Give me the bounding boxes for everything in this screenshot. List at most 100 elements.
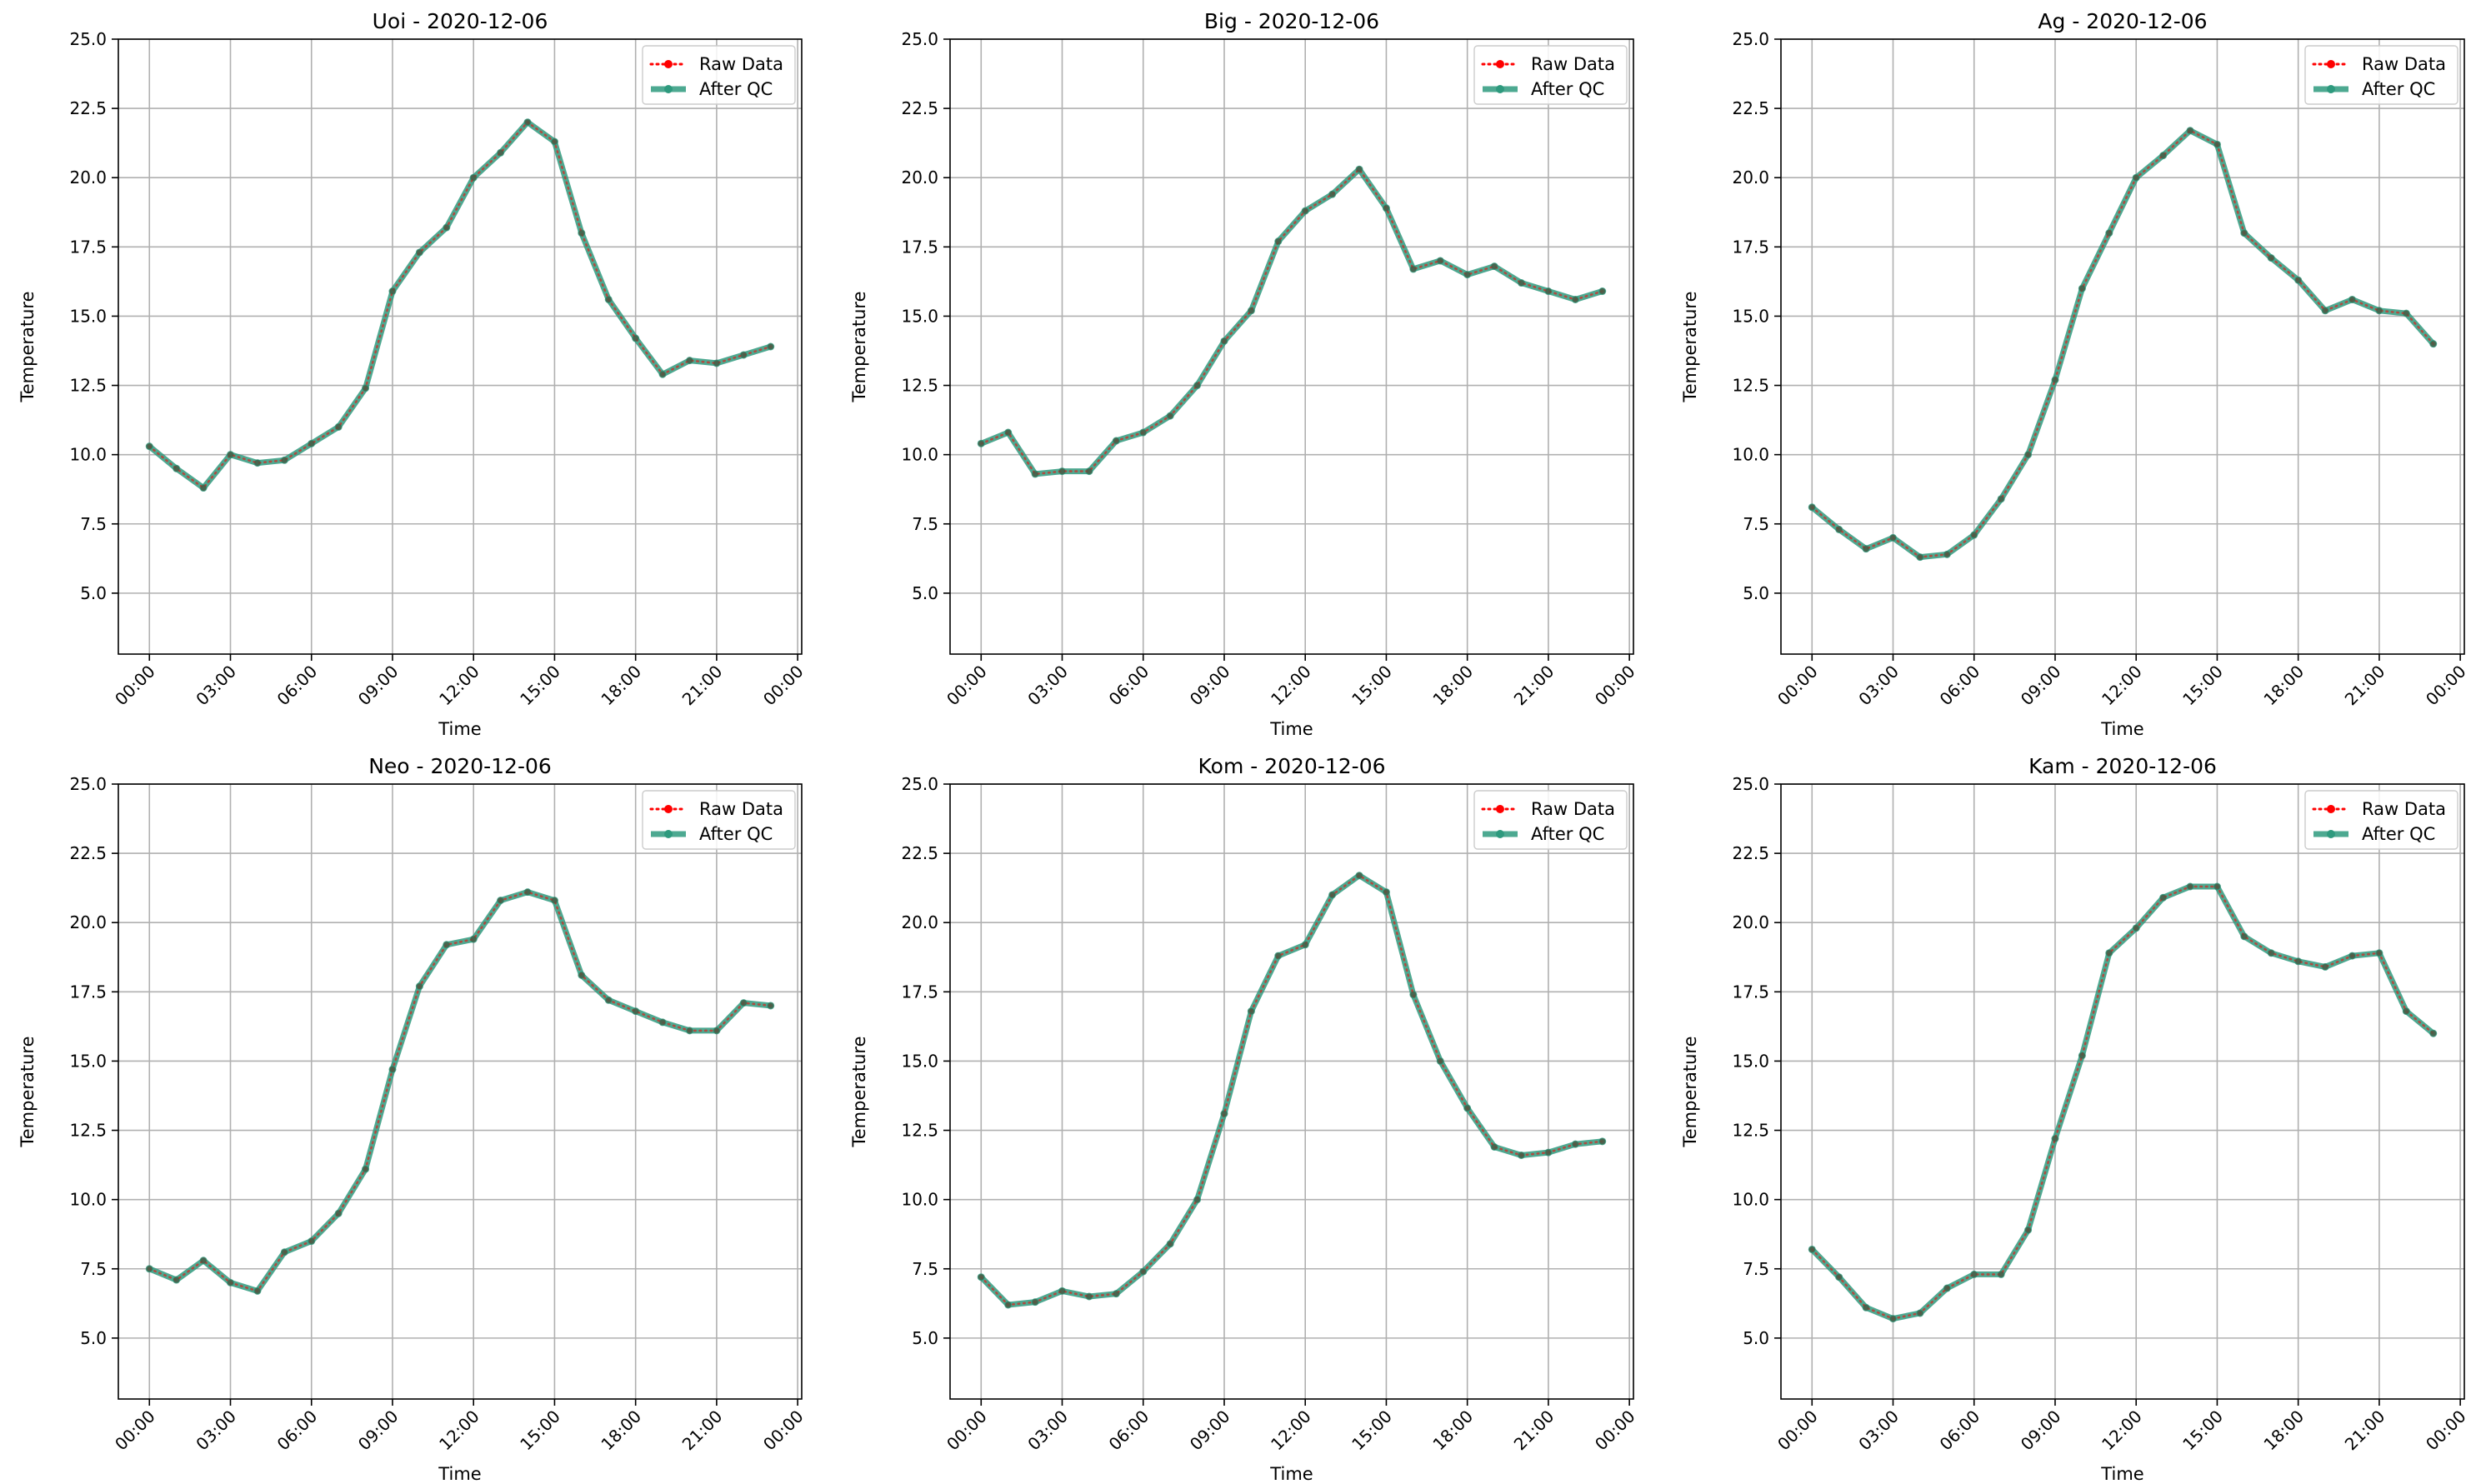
y-tick-label: 7.5 <box>80 514 107 534</box>
data-point-raw-data <box>2024 1227 2032 1233</box>
data-point-raw-data <box>335 1210 342 1217</box>
x-tick-label: 03:00 <box>1854 1407 1903 1455</box>
x-axis-label: Time <box>1269 719 1313 739</box>
y-tick-label: 12.5 <box>1732 1121 1769 1141</box>
legend: Raw Data After QC <box>642 790 796 850</box>
legend-label-after-qc: After QC <box>1531 79 1604 99</box>
legend-marker-raw-data <box>664 60 673 68</box>
data-point-raw-data <box>1167 1241 1173 1247</box>
data-point-raw-data <box>1248 307 1254 314</box>
x-tick-label: 15:00 <box>2178 1407 2227 1455</box>
y-tick-label: 7.5 <box>80 1259 107 1279</box>
data-point-raw-data <box>1005 429 1012 436</box>
gridlines <box>118 38 802 654</box>
chart-title: Kam - 2020-12-06 <box>2028 754 2217 778</box>
y-tick-label: 15.0 <box>901 1051 938 1071</box>
data-point-raw-data <box>2430 341 2437 347</box>
data-point-raw-data <box>146 1266 153 1272</box>
chart-title: Big - 2020-12-06 <box>1204 9 1379 33</box>
data-point-raw-data <box>254 460 261 467</box>
data-point-raw-data <box>768 343 774 350</box>
data-point-raw-data <box>1572 1141 1578 1147</box>
data-point-raw-data <box>605 997 612 1003</box>
data-point-raw-data <box>1113 1291 1119 1297</box>
data-point-raw-data <box>2403 1007 2409 1015</box>
x-tick-label: 12:00 <box>1267 1407 1315 1455</box>
x-tick-label: 15:00 <box>516 1407 564 1455</box>
gridlines <box>950 783 1633 1399</box>
x-tick-label: 18:00 <box>597 1407 645 1455</box>
chart-panel: 5.0 7.5 10.0 12.5 15.0 17.5 20.0 22.5 25.0 00:00 0… <box>849 9 1639 739</box>
series-line-after-qc <box>146 889 774 1294</box>
x-tick-label: 06:00 <box>1105 1407 1153 1455</box>
data-point-raw-data <box>686 357 693 364</box>
y-tick-label: 15.0 <box>69 306 107 326</box>
data-point-raw-data <box>2322 963 2328 971</box>
data-point-raw-data <box>227 452 234 458</box>
x-tick-label: 21:00 <box>2341 662 2389 710</box>
y-tick-label: 12.5 <box>69 376 107 396</box>
y-tick-label: 20.0 <box>901 167 938 187</box>
series-line-raw-data <box>148 891 773 1292</box>
data-point-raw-data <box>1356 872 1363 879</box>
y-tick-label: 22.5 <box>1732 98 1769 118</box>
x-tick-label: 09:00 <box>1186 662 1234 710</box>
y-tick-label: 5.0 <box>912 1328 938 1348</box>
data-point-raw-data <box>2133 174 2139 181</box>
y-axis-label: Temperature <box>18 291 38 402</box>
axes-frame <box>1780 38 2465 655</box>
legend-marker-after-qc <box>2327 830 2335 838</box>
y-tick-label: 5.0 <box>80 1328 107 1348</box>
data-point-raw-data <box>1329 191 1336 197</box>
chart-title: Uoi - 2020-12-06 <box>373 9 548 33</box>
y-tick-label: 10.0 <box>1732 445 1769 465</box>
data-point-raw-data <box>1032 471 1038 477</box>
data-point-raw-data <box>1113 437 1119 444</box>
legend-marker-raw-data <box>664 805 673 813</box>
x-tick-label: 12:00 <box>1267 662 1315 710</box>
data-point-raw-data <box>2024 452 2032 458</box>
data-point-raw-data <box>1943 1285 1950 1292</box>
x-tick-label: 06:00 <box>1936 662 1984 710</box>
x-tick-label: 12:00 <box>435 1407 483 1455</box>
y-tick-label: 12.5 <box>901 1121 938 1141</box>
data-point-raw-data <box>740 1000 747 1007</box>
data-point-raw-data <box>633 1007 639 1015</box>
data-point-raw-data <box>1058 1287 1066 1294</box>
x-tick-label: 15:00 <box>516 662 564 710</box>
data-point-raw-data <box>498 897 504 904</box>
data-point-raw-data <box>1193 1197 1201 1203</box>
data-point-raw-data <box>2160 894 2167 901</box>
gridlines <box>1781 38 2464 654</box>
x-tick-label: 00:00 <box>1773 662 1822 710</box>
data-point-raw-data <box>1437 257 1443 264</box>
data-point-raw-data <box>2348 952 2356 959</box>
data-point-raw-data <box>1863 546 1869 552</box>
data-point-raw-data <box>1275 238 1282 245</box>
data-point-raw-data <box>2430 1030 2437 1037</box>
y-tick-label: 7.5 <box>1743 514 1769 534</box>
y-tick-label: 25.0 <box>901 29 938 49</box>
chart-panel: 5.0 7.5 10.0 12.5 15.0 17.5 20.0 22.5 25.0 00:00 0… <box>18 754 808 1484</box>
data-point-raw-data <box>551 897 558 904</box>
data-point-raw-data <box>362 1166 369 1172</box>
data-point-raw-data <box>443 942 450 948</box>
data-point-raw-data <box>2348 296 2356 303</box>
data-point-raw-data <box>1005 1302 1012 1308</box>
data-point-raw-data <box>524 119 531 126</box>
gridlines <box>950 38 1633 654</box>
data-point-raw-data <box>1917 554 1923 561</box>
data-point-raw-data <box>1410 266 1417 272</box>
data-point-raw-data <box>551 138 558 145</box>
data-point-raw-data <box>1464 1105 1471 1112</box>
data-point-raw-data <box>713 1027 720 1034</box>
y-tick-label: 25.0 <box>69 29 107 49</box>
data-point-raw-data <box>1275 952 1282 959</box>
data-point-raw-data <box>713 360 720 367</box>
y-tick-label: 22.5 <box>69 98 107 118</box>
chart-title: Ag - 2020-12-06 <box>2038 9 2207 33</box>
data-point-raw-data <box>1437 1057 1443 1065</box>
data-point-raw-data <box>2187 127 2193 134</box>
x-tick-label: 00:00 <box>1591 1407 1639 1455</box>
data-point-raw-data <box>2106 950 2113 957</box>
